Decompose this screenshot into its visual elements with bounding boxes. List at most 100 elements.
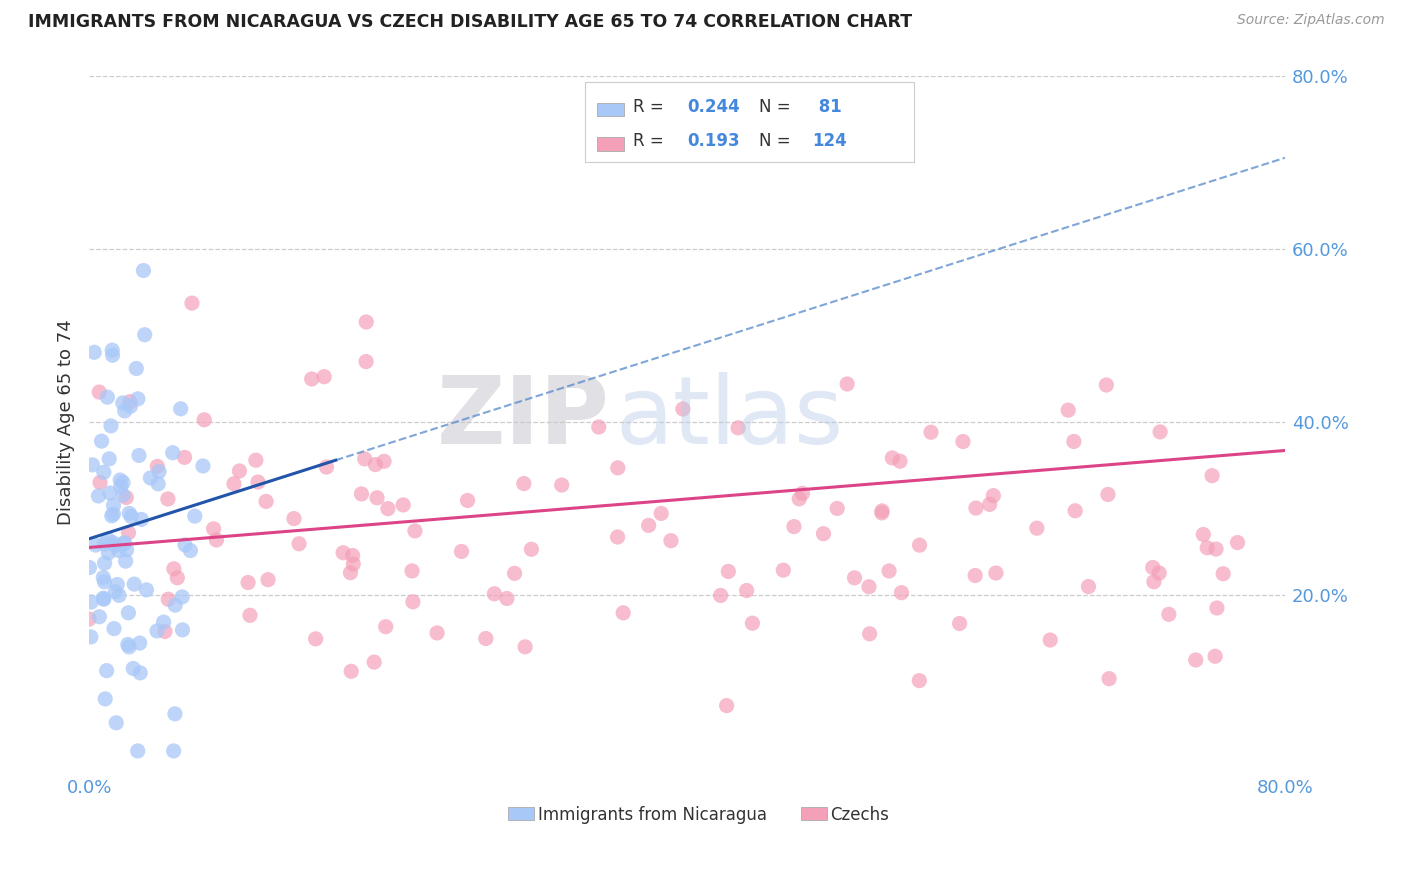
Point	[120, 509, 142, 524]
Point	[172, 590, 194, 604]
Point	[101, 343, 124, 358]
Point	[339, 566, 361, 580]
Point	[716, 698, 738, 713]
Point	[236, 575, 259, 590]
Point	[165, 598, 187, 612]
Point	[148, 476, 170, 491]
Point	[122, 577, 145, 591]
Text: Source: ZipAtlas.com: Source: ZipAtlas.com	[1237, 13, 1385, 28]
Point	[166, 571, 188, 585]
Text: Immigrants from Nicaragua: Immigrants from Nicaragua	[537, 805, 766, 824]
Point	[146, 459, 169, 474]
Point	[146, 624, 169, 638]
Point	[513, 476, 536, 491]
Point	[825, 501, 848, 516]
Point	[163, 706, 186, 721]
Point	[114, 554, 136, 568]
Point	[813, 526, 835, 541]
Text: N =: N =	[759, 98, 796, 116]
Point	[105, 577, 128, 591]
Point	[363, 655, 385, 669]
Point	[1097, 487, 1119, 501]
Point	[111, 396, 134, 410]
Point	[520, 542, 543, 557]
Point	[1095, 378, 1118, 392]
Point	[127, 392, 149, 406]
Point	[353, 451, 375, 466]
Point	[859, 627, 882, 641]
Text: IMMIGRANTS FROM NICARAGUA VS CZECH DISABILITY AGE 65 TO 74 CORRELATION CHART: IMMIGRANTS FROM NICARAGUA VS CZECH DISAB…	[28, 13, 912, 31]
Text: N =: N =	[759, 132, 796, 151]
Point	[163, 562, 186, 576]
Point	[108, 588, 131, 602]
Text: R =: R =	[633, 132, 675, 151]
Point	[117, 606, 139, 620]
Point	[1184, 653, 1206, 667]
Point	[174, 538, 197, 552]
Point	[117, 638, 139, 652]
Point	[377, 501, 399, 516]
Point	[659, 533, 682, 548]
Point	[288, 537, 311, 551]
Point	[965, 568, 987, 582]
Point	[89, 385, 111, 400]
Point	[254, 494, 277, 508]
Point	[1025, 521, 1047, 535]
Point	[637, 518, 659, 533]
Point	[783, 519, 806, 533]
Point	[1064, 504, 1087, 518]
Point	[110, 479, 132, 493]
Point	[153, 624, 176, 639]
Point	[612, 606, 634, 620]
Text: 0.244: 0.244	[688, 98, 740, 116]
Point	[82, 458, 104, 472]
Point	[496, 591, 519, 606]
Point	[127, 744, 149, 758]
Point	[90, 434, 112, 449]
Point	[93, 591, 115, 606]
Point	[364, 458, 387, 472]
Text: 0.193: 0.193	[688, 132, 740, 151]
Point	[93, 592, 115, 607]
Point	[870, 504, 893, 518]
Point	[135, 582, 157, 597]
Point	[1142, 560, 1164, 574]
Point	[89, 609, 111, 624]
FancyBboxPatch shape	[598, 137, 624, 151]
Point	[877, 564, 900, 578]
Point	[125, 361, 148, 376]
Point	[1212, 566, 1234, 581]
Point	[97, 532, 120, 546]
Point	[173, 450, 195, 465]
Point	[179, 543, 201, 558]
Point	[79, 560, 101, 574]
Point	[184, 509, 207, 524]
Point	[908, 538, 931, 552]
Point	[112, 536, 135, 550]
Point	[401, 564, 423, 578]
Point	[1201, 468, 1223, 483]
Point	[94, 692, 117, 706]
Point	[120, 399, 142, 413]
Point	[979, 497, 1001, 511]
Point	[129, 665, 152, 680]
Point	[246, 475, 269, 489]
Point	[93, 556, 115, 570]
Point	[920, 425, 942, 440]
Point	[1192, 527, 1215, 541]
Point	[98, 451, 121, 466]
Text: atlas: atlas	[616, 373, 844, 465]
Point	[222, 476, 245, 491]
Point	[1205, 542, 1227, 557]
Point	[132, 263, 155, 277]
Point	[1226, 535, 1249, 549]
Point	[103, 622, 125, 636]
Point	[1077, 580, 1099, 594]
Point	[108, 543, 131, 558]
Point	[342, 549, 364, 563]
Point	[735, 583, 758, 598]
Point	[152, 615, 174, 629]
Point	[837, 376, 859, 391]
Point	[787, 491, 810, 506]
Point	[550, 478, 572, 492]
